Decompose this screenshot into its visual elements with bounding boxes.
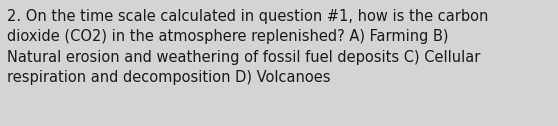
Text: 2. On the time scale calculated in question #1, how is the carbon
dioxide (CO2) : 2. On the time scale calculated in quest… (7, 9, 488, 85)
